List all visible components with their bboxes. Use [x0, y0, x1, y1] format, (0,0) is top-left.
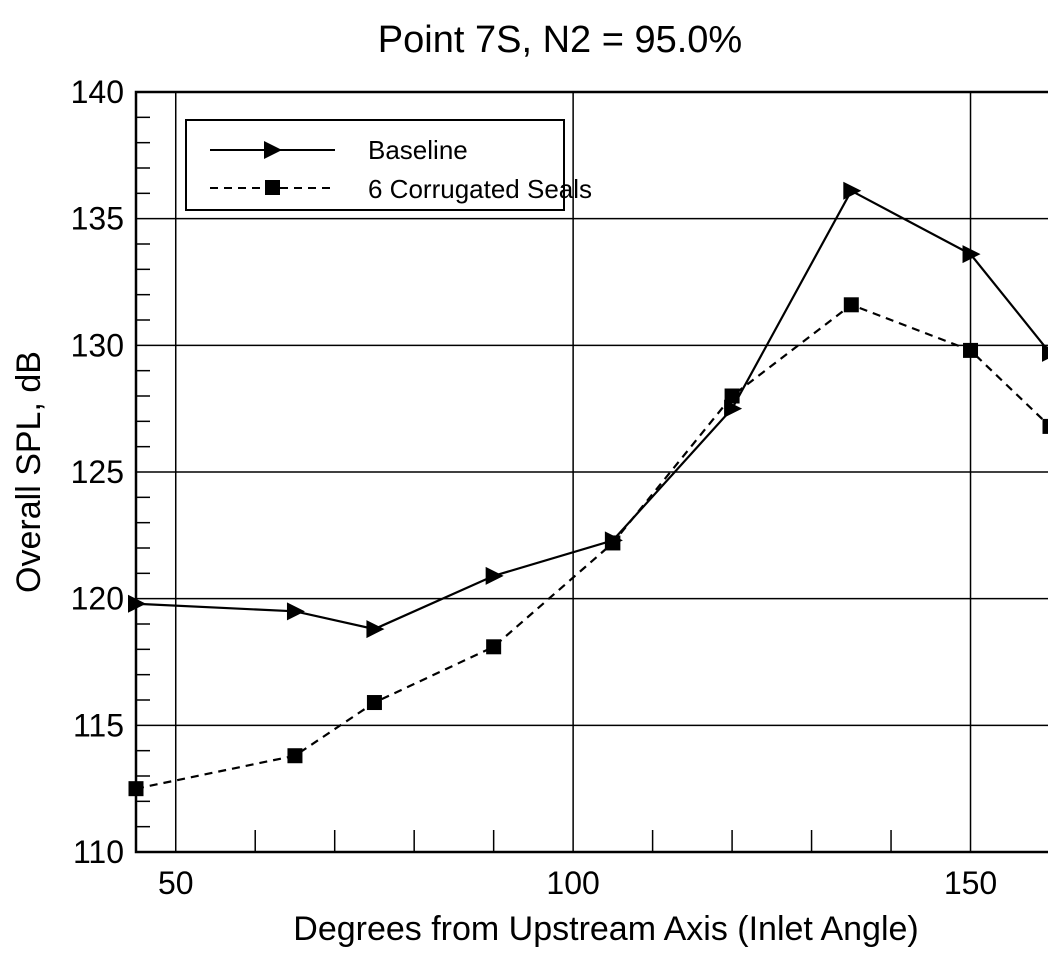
legend-marker-baseline — [264, 141, 282, 159]
y-tick-label: 115 — [73, 707, 124, 743]
data-point — [724, 399, 743, 418]
data-point — [286, 602, 305, 621]
y-tick-label: 110 — [73, 834, 124, 870]
x-tick-label: 150 — [944, 865, 997, 901]
data-point — [724, 388, 740, 404]
data-point — [1042, 343, 1048, 362]
data-point — [486, 639, 502, 655]
y-tick-label: 135 — [71, 201, 124, 237]
data-point — [1042, 418, 1048, 434]
series-layer — [128, 181, 1048, 797]
data-point — [287, 748, 303, 764]
x-tick-label: 50 — [158, 865, 194, 901]
data-point — [843, 181, 862, 200]
data-point — [843, 297, 859, 313]
ticks-layer: 110 115 120 125 130 135 140 50 100 150 — [71, 74, 998, 901]
series-line-0 — [135, 189, 1048, 631]
y-tick-label: 120 — [71, 581, 124, 617]
y-axis-label: Overall SPL, dB — [10, 351, 48, 593]
legend-box — [185, 119, 565, 211]
plot-frame — [134, 90, 1048, 854]
data-point — [963, 342, 979, 358]
y-tick-label: 140 — [71, 74, 124, 110]
y-tick-label: 130 — [71, 327, 124, 363]
data-point — [366, 695, 382, 711]
data-point — [962, 245, 981, 264]
data-point — [366, 620, 385, 639]
legend-label-corrugated: 6 Corrugated Seals — [368, 174, 592, 204]
grid-layer — [136, 92, 1048, 852]
x-tick-label: 100 — [546, 865, 599, 901]
legend-label-baseline: Baseline — [368, 135, 468, 165]
legend: Baseline 6 Corrugated Seals — [185, 119, 592, 211]
chart-title: Point 7S, N2 = 95.0% — [378, 19, 742, 61]
data-point — [485, 566, 504, 585]
data-point — [605, 535, 621, 551]
x-axis-label: Degrees from Upstream Axis (Inlet Angle) — [293, 910, 918, 948]
y-tick-label: 125 — [71, 454, 124, 490]
legend-marker-corrugated — [265, 180, 280, 195]
